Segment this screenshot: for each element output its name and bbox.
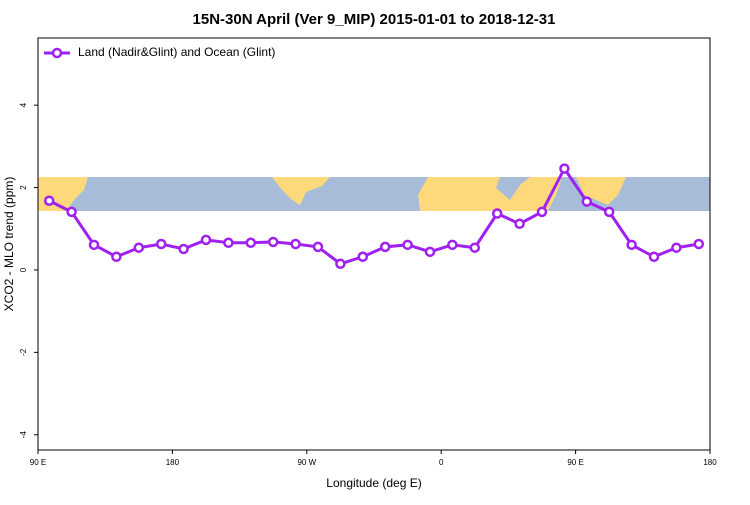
x-tick-label: 180 [703,458,717,467]
data-point [43,195,55,206]
data-point [290,238,301,250]
data-point [267,236,279,248]
land [576,177,626,205]
legend-label: Land (Nadir&Glint) and Ocean (Glint) [78,45,275,59]
x-tick-label: 180 [166,458,180,467]
y-tick-label: -4 [19,431,28,439]
y-tick-label: 0 [19,267,28,272]
land [272,177,330,205]
data-point [245,237,257,249]
x-tick-label: 0 [439,458,444,467]
land [418,177,562,211]
y-tick-label: -2 [19,348,28,356]
data-point [66,206,77,218]
chart-title: 15N-30N April (Ver 9_MIP) 2015-01-01 to … [193,11,556,28]
data-point [491,208,503,219]
data-point [693,238,705,250]
map-band [38,177,710,211]
data-point [178,243,189,255]
data-point [424,246,436,258]
data-point [447,239,458,251]
data-point [155,238,167,250]
data-point [648,251,660,263]
y-tick-label: 4 [19,102,28,107]
data-point [111,251,122,263]
data-point [536,206,548,218]
data-point [559,163,570,174]
data-point [514,218,525,230]
data-point [200,234,212,246]
y-tick-label: 2 [19,185,28,190]
x-tick-label: 90 E [567,458,583,467]
x-axis-label: Longitude (deg E) [326,476,421,490]
data-point [133,242,145,253]
y-axis-label: XCO2 - MLO trend (ppm) [2,177,16,312]
data-point [223,237,234,249]
data-point [312,241,324,253]
legend-marker [51,47,63,59]
data-point [581,196,593,207]
x-tick-label: 90 W [297,458,316,467]
data-point [335,258,346,270]
data-point [671,242,682,253]
data-point [88,239,100,251]
data-point [626,239,637,251]
data-point [603,206,615,218]
x-tick-label: 90 E [30,458,46,467]
data-point [402,239,413,251]
data-point [379,241,391,253]
data-point [357,251,369,263]
plot-frame [37,37,711,451]
data-point [469,242,481,253]
